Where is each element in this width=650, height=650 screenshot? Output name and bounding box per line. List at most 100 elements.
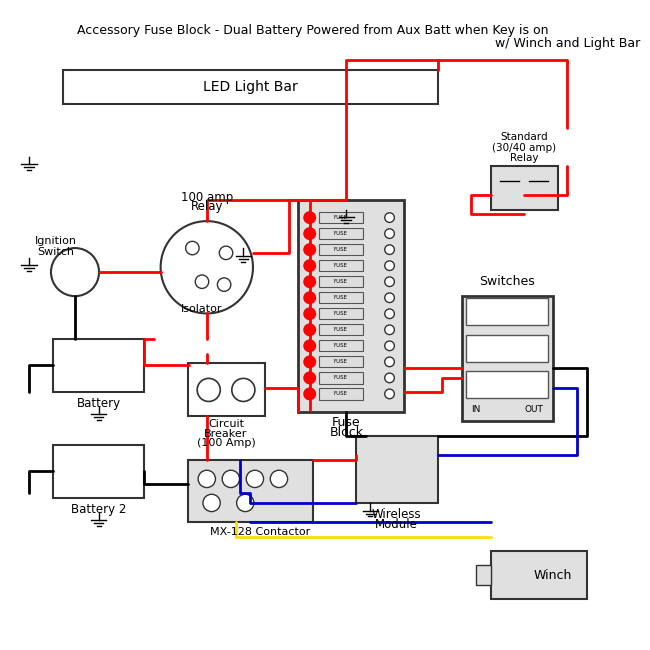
Circle shape <box>197 378 220 402</box>
Text: Relay: Relay <box>510 153 538 163</box>
Text: Circuit: Circuit <box>208 419 244 429</box>
Text: MX-128 Contactor: MX-128 Contactor <box>209 527 310 537</box>
Text: FUSE: FUSE <box>333 311 348 317</box>
Text: Battery: Battery <box>77 397 121 410</box>
Circle shape <box>385 341 395 350</box>
Circle shape <box>304 340 315 352</box>
Circle shape <box>385 309 395 318</box>
Bar <box>319 356 363 367</box>
Circle shape <box>304 212 315 224</box>
Circle shape <box>304 228 315 239</box>
Bar <box>462 296 553 421</box>
Text: LED Light Bar: LED Light Bar <box>203 80 298 94</box>
Bar <box>467 335 548 361</box>
Bar <box>319 228 363 239</box>
Circle shape <box>304 308 315 320</box>
Text: FUSE: FUSE <box>333 328 348 332</box>
Circle shape <box>385 277 395 287</box>
Text: w/ Winch and Light Bar: w/ Winch and Light Bar <box>495 38 640 51</box>
Text: Isolator: Isolator <box>181 304 223 314</box>
Circle shape <box>195 275 209 289</box>
Circle shape <box>304 372 315 384</box>
Circle shape <box>232 378 255 402</box>
Text: Module: Module <box>375 518 418 531</box>
Circle shape <box>385 213 395 222</box>
Text: Ignition: Ignition <box>35 236 77 246</box>
Text: FUSE: FUSE <box>333 391 348 396</box>
Bar <box>53 339 144 393</box>
Bar <box>319 212 363 223</box>
Text: Relay: Relay <box>190 200 223 213</box>
Text: FUSE: FUSE <box>333 231 348 236</box>
Text: Breaker: Breaker <box>204 429 248 439</box>
Bar <box>319 308 363 319</box>
Text: (30/40 amp): (30/40 amp) <box>492 143 556 153</box>
Circle shape <box>186 241 199 255</box>
Circle shape <box>246 470 263 488</box>
Text: FUSE: FUSE <box>333 376 348 380</box>
Circle shape <box>270 470 287 488</box>
Bar <box>356 436 437 503</box>
Circle shape <box>304 276 315 287</box>
Circle shape <box>304 388 315 400</box>
Bar <box>53 445 144 498</box>
Bar <box>188 460 313 522</box>
Text: FUSE: FUSE <box>333 263 348 268</box>
Circle shape <box>385 389 395 398</box>
Circle shape <box>385 245 395 254</box>
Text: Wireless: Wireless <box>372 508 422 521</box>
Text: FUSE: FUSE <box>333 295 348 300</box>
Bar <box>319 244 363 255</box>
Circle shape <box>161 221 253 313</box>
Circle shape <box>385 261 395 270</box>
Bar <box>491 551 587 599</box>
Circle shape <box>304 260 315 272</box>
Circle shape <box>385 229 395 239</box>
Bar <box>319 388 363 400</box>
Circle shape <box>198 470 215 488</box>
Text: Block: Block <box>330 426 363 439</box>
Text: FUSE: FUSE <box>333 280 348 284</box>
Text: FUSE: FUSE <box>333 359 348 365</box>
Bar <box>188 363 265 417</box>
Text: FUSE: FUSE <box>333 247 348 252</box>
Bar <box>319 276 363 287</box>
Bar <box>319 372 363 384</box>
Circle shape <box>51 248 99 296</box>
Circle shape <box>304 292 315 304</box>
Bar <box>476 566 491 585</box>
Circle shape <box>217 278 231 291</box>
Circle shape <box>385 325 395 335</box>
Text: IN: IN <box>471 405 481 414</box>
Circle shape <box>203 494 220 512</box>
Bar <box>319 340 363 352</box>
Text: Accessory Fuse Block - Dual Battery Powered from Aux Batt when Key is on: Accessory Fuse Block - Dual Battery Powe… <box>77 24 549 37</box>
Circle shape <box>385 373 395 383</box>
Bar <box>467 371 548 398</box>
Text: Standard: Standard <box>500 132 548 142</box>
Bar <box>491 166 558 209</box>
Bar <box>319 260 363 271</box>
Circle shape <box>304 324 315 335</box>
Circle shape <box>219 246 233 259</box>
Bar <box>319 292 363 304</box>
Circle shape <box>385 357 395 367</box>
Bar <box>467 298 548 325</box>
Text: FUSE: FUSE <box>333 215 348 220</box>
Text: OUT: OUT <box>525 405 543 414</box>
Text: Battery 2: Battery 2 <box>71 503 126 516</box>
Text: Fuse: Fuse <box>332 417 361 430</box>
Circle shape <box>304 244 315 255</box>
Text: Switch: Switch <box>37 247 74 257</box>
Text: Switches: Switches <box>480 276 535 289</box>
Circle shape <box>237 494 254 512</box>
Bar <box>62 70 437 104</box>
Text: 100 amp: 100 amp <box>181 191 233 204</box>
Text: FUSE: FUSE <box>333 343 348 348</box>
Circle shape <box>222 470 239 488</box>
Text: (100 Amp): (100 Amp) <box>197 439 255 448</box>
Bar <box>319 324 363 335</box>
Circle shape <box>385 293 395 302</box>
Text: Winch: Winch <box>534 569 572 582</box>
Circle shape <box>304 356 315 368</box>
